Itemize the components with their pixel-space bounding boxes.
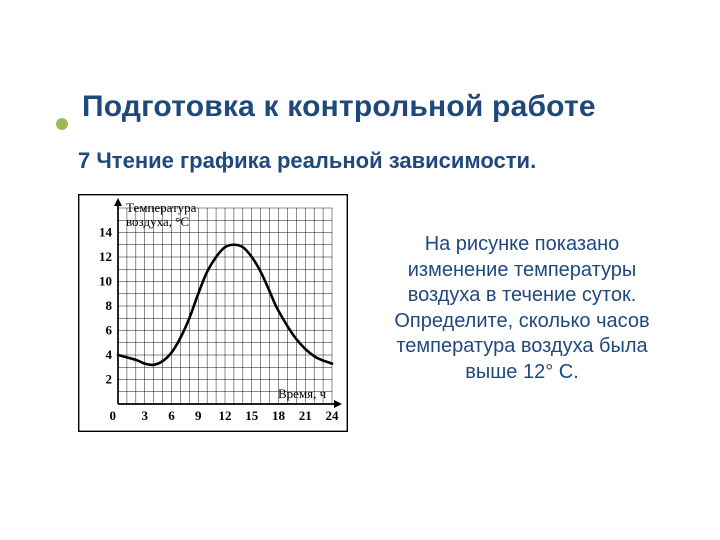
slide-title: Подготовка к контрольной работе — [82, 90, 672, 124]
title-bullet — [56, 118, 68, 130]
svg-text:12: 12 — [99, 249, 112, 264]
slide-subtitle: 7 Чтение графика реальной зависимости. — [78, 148, 672, 174]
svg-text:Время, ч: Время, ч — [278, 386, 327, 401]
svg-text:8: 8 — [106, 298, 113, 313]
chart-svg: 369121518212402468101214Температуравозду… — [78, 194, 348, 432]
slide: Подготовка к контрольной работе 7 Чтение… — [0, 0, 720, 540]
svg-text:14: 14 — [99, 225, 113, 240]
svg-text:3: 3 — [142, 408, 149, 423]
svg-text:18: 18 — [272, 408, 286, 423]
svg-text:9: 9 — [195, 408, 202, 423]
svg-text:воздуха, °С: воздуха, °С — [126, 214, 189, 229]
svg-text:6: 6 — [106, 323, 113, 338]
svg-text:12: 12 — [219, 408, 232, 423]
svg-text:15: 15 — [245, 408, 259, 423]
svg-text:6: 6 — [168, 408, 175, 423]
svg-text:24: 24 — [326, 408, 340, 423]
temperature-chart: 369121518212402468101214Температуравозду… — [78, 194, 348, 432]
svg-text:4: 4 — [106, 347, 113, 362]
svg-text:0: 0 — [110, 408, 117, 423]
svg-text:Температура: Температура — [126, 200, 197, 215]
svg-text:2: 2 — [106, 372, 113, 387]
problem-description: На рисунке показано изменение температур… — [372, 232, 672, 386]
svg-text:21: 21 — [299, 408, 312, 423]
body-row: 369121518212402468101214Температуравозду… — [78, 194, 672, 432]
svg-text:10: 10 — [99, 274, 112, 289]
